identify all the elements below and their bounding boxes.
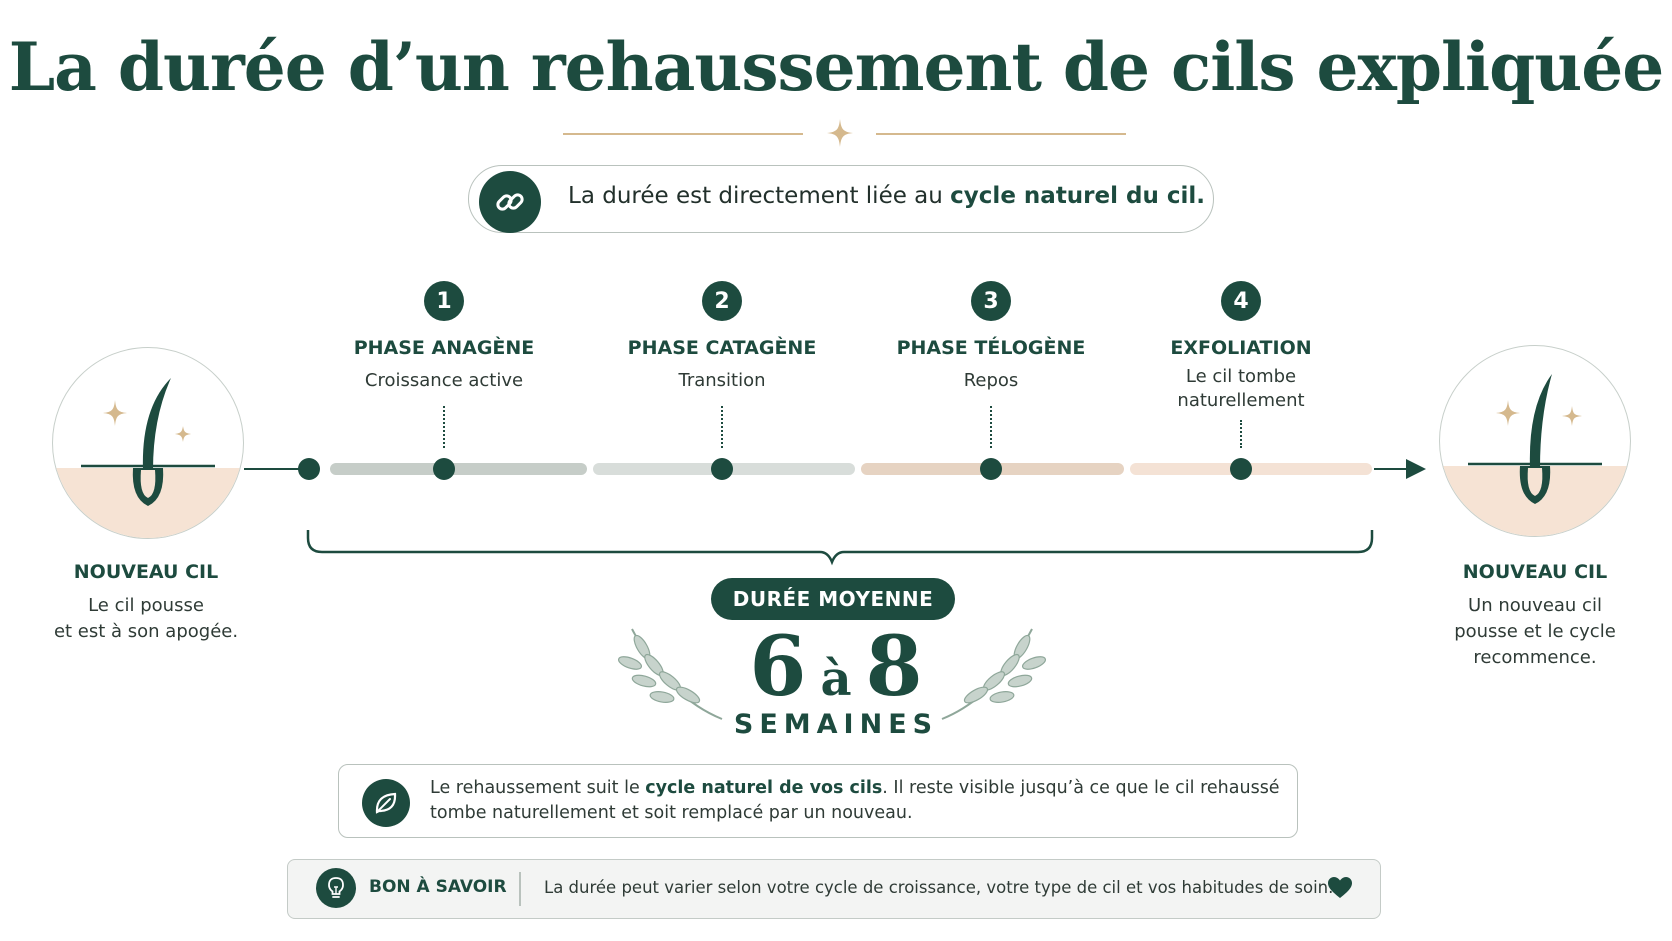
phase-3-number: 3 bbox=[971, 281, 1011, 321]
phase-2-number: 2 bbox=[702, 281, 742, 321]
phase-3-dot bbox=[980, 458, 1002, 480]
right-end-line1: Un nouveau cil bbox=[1468, 595, 1602, 616]
sparkle-icon bbox=[827, 119, 853, 147]
page-title: La durée d’un rehaussement de cils expli… bbox=[8, 28, 1665, 106]
timeline-end-line bbox=[1374, 468, 1410, 470]
phase-4-subtitle: Le cil tombe naturellement bbox=[1091, 365, 1391, 413]
left-end-line1: Le cil pousse bbox=[88, 595, 204, 616]
lash-illustration-left bbox=[52, 347, 244, 539]
intro-pill bbox=[468, 165, 1214, 233]
phase-3-title: PHASE TÉLOGÈNE bbox=[896, 337, 1086, 359]
phase-4-number: 4 bbox=[1221, 281, 1261, 321]
phase-1-connector bbox=[443, 406, 445, 448]
phase-1-number: 1 bbox=[424, 281, 464, 321]
phase-4-dot bbox=[1230, 458, 1252, 480]
duration-unit: SEMAINES bbox=[733, 709, 939, 740]
phase-1-title: PHASE ANAGÈNE bbox=[353, 337, 535, 359]
intro-text: La durée est directement liée au cycle n… bbox=[568, 183, 1206, 209]
right-end-text: Un nouveau cil pousse et le cycle recomm… bbox=[1405, 593, 1665, 671]
right-end-line3: recommence. bbox=[1473, 647, 1597, 668]
right-end-line2: pousse et le cycle bbox=[1454, 621, 1616, 642]
phase-3-subtitle: Repos bbox=[963, 370, 1019, 391]
info-box bbox=[338, 764, 1298, 838]
leaf-icon bbox=[362, 779, 410, 827]
phase-4-title: EXFOLIATION bbox=[1170, 337, 1312, 359]
phase-1-subtitle: Croissance active bbox=[364, 370, 524, 391]
duration-connector: à bbox=[820, 651, 852, 707]
tip-text: La durée peut varier selon votre cycle d… bbox=[544, 878, 1334, 897]
phase-1-dot bbox=[433, 458, 455, 480]
link-icon bbox=[479, 171, 541, 233]
timeline-bar-anagen bbox=[330, 463, 587, 475]
phase-2-subtitle: Transition bbox=[678, 370, 766, 391]
right-end-title: NOUVEAU CIL bbox=[1462, 561, 1608, 583]
left-end-line2: et est à son apogée. bbox=[53, 621, 239, 642]
lightbulb-icon bbox=[316, 868, 356, 908]
title-divider-right bbox=[876, 133, 1126, 135]
phase-3-connector bbox=[990, 406, 992, 448]
timeline-start-line bbox=[244, 468, 310, 470]
timeline-start-dot bbox=[298, 458, 320, 480]
phase-4-subtitle-line1: Le cil tombe bbox=[1185, 366, 1297, 387]
phase-4-connector bbox=[1240, 420, 1242, 448]
tip-label: BON À SAVOIR bbox=[369, 877, 507, 897]
duration-badge: DURÉE MOYENNE bbox=[711, 578, 955, 620]
tip-box bbox=[287, 859, 1381, 919]
left-end-title: NOUVEAU CIL bbox=[73, 561, 219, 583]
phase-2-title: PHASE CATAGÈNE bbox=[627, 337, 817, 359]
lash-illustration-right bbox=[1439, 345, 1631, 537]
duration-max: 8 bbox=[865, 619, 923, 715]
laurel-left-icon bbox=[618, 628, 723, 720]
duration-bracket bbox=[306, 530, 1374, 566]
info-text: Le rehaussement suit le cycle naturel de… bbox=[430, 778, 1280, 823]
phase-2-connector bbox=[721, 406, 723, 448]
title-divider-left bbox=[563, 133, 803, 135]
arrow-right-icon bbox=[1406, 459, 1426, 479]
heart-icon bbox=[1328, 877, 1352, 898]
tip-separator bbox=[519, 872, 521, 906]
phase-2-dot bbox=[711, 458, 733, 480]
phase-4-subtitle-line2: naturellement bbox=[1177, 390, 1305, 411]
left-end-text: Le cil pousse et est à son apogée. bbox=[16, 593, 276, 645]
duration-min: 6 bbox=[749, 619, 807, 715]
laurel-right-icon bbox=[941, 628, 1046, 720]
